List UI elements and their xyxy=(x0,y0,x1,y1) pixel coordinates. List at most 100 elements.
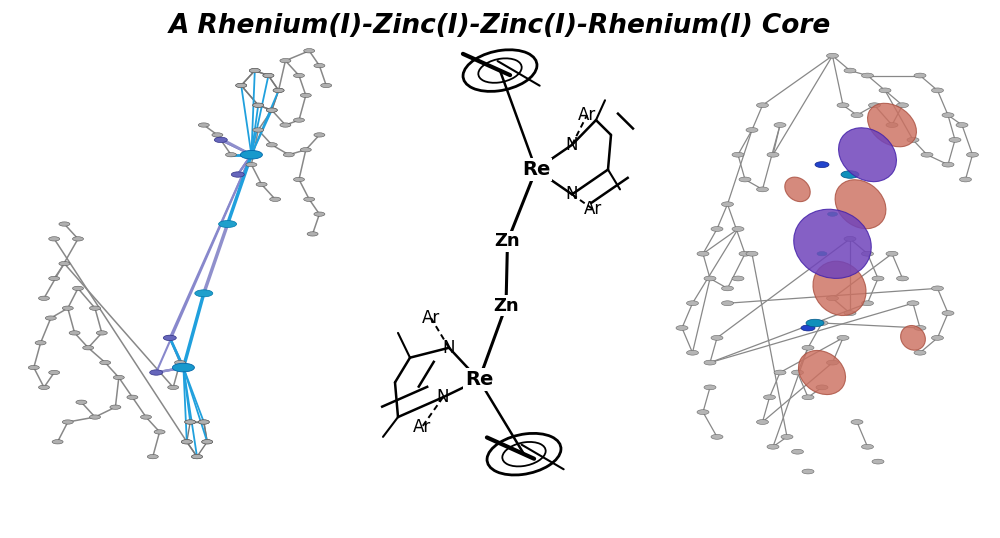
Ellipse shape xyxy=(256,182,267,187)
Ellipse shape xyxy=(844,68,856,73)
Ellipse shape xyxy=(826,53,838,58)
Ellipse shape xyxy=(253,128,264,132)
Ellipse shape xyxy=(49,277,60,281)
Ellipse shape xyxy=(816,321,828,325)
Ellipse shape xyxy=(192,455,202,459)
Ellipse shape xyxy=(236,83,247,88)
Ellipse shape xyxy=(314,133,325,137)
Ellipse shape xyxy=(837,103,849,108)
Ellipse shape xyxy=(697,410,709,414)
Ellipse shape xyxy=(270,197,281,201)
Ellipse shape xyxy=(774,370,786,375)
Ellipse shape xyxy=(704,276,716,281)
Ellipse shape xyxy=(686,301,698,306)
Ellipse shape xyxy=(879,88,891,93)
Ellipse shape xyxy=(704,360,716,365)
Ellipse shape xyxy=(767,152,779,157)
Ellipse shape xyxy=(844,311,856,315)
Ellipse shape xyxy=(307,232,318,236)
Ellipse shape xyxy=(739,177,751,182)
Ellipse shape xyxy=(817,252,827,256)
Ellipse shape xyxy=(914,325,926,330)
Ellipse shape xyxy=(801,325,815,331)
Ellipse shape xyxy=(826,360,838,365)
Ellipse shape xyxy=(956,123,968,128)
Ellipse shape xyxy=(732,152,744,157)
Text: Re: Re xyxy=(522,160,550,179)
Ellipse shape xyxy=(181,440,192,444)
Ellipse shape xyxy=(932,286,944,291)
Ellipse shape xyxy=(127,395,138,399)
Ellipse shape xyxy=(816,385,828,390)
Ellipse shape xyxy=(872,459,884,464)
Ellipse shape xyxy=(266,143,277,147)
Ellipse shape xyxy=(294,73,304,77)
Ellipse shape xyxy=(83,345,94,350)
Ellipse shape xyxy=(150,370,163,375)
Ellipse shape xyxy=(96,331,107,335)
Ellipse shape xyxy=(38,385,50,390)
Ellipse shape xyxy=(314,212,325,216)
Ellipse shape xyxy=(249,68,260,73)
Ellipse shape xyxy=(89,415,100,419)
Ellipse shape xyxy=(69,331,80,335)
Ellipse shape xyxy=(113,376,124,380)
Ellipse shape xyxy=(231,172,244,177)
Ellipse shape xyxy=(861,444,874,449)
Ellipse shape xyxy=(851,113,863,118)
Ellipse shape xyxy=(110,405,121,409)
Ellipse shape xyxy=(942,113,954,118)
Ellipse shape xyxy=(198,123,209,127)
Ellipse shape xyxy=(802,469,814,474)
Ellipse shape xyxy=(38,296,50,300)
Ellipse shape xyxy=(294,178,304,182)
Ellipse shape xyxy=(283,153,294,157)
Ellipse shape xyxy=(907,138,919,142)
Ellipse shape xyxy=(236,83,247,88)
Ellipse shape xyxy=(851,420,863,424)
Text: N: N xyxy=(443,339,455,357)
Ellipse shape xyxy=(949,138,961,142)
Ellipse shape xyxy=(798,350,846,394)
Ellipse shape xyxy=(896,276,908,281)
Ellipse shape xyxy=(676,325,688,330)
Ellipse shape xyxy=(52,440,63,444)
Ellipse shape xyxy=(826,296,838,301)
Ellipse shape xyxy=(886,251,898,256)
Text: A Rhenium(I)-Zinc(I)-Zinc(I)-Rhenium(I) Core: A Rhenium(I)-Zinc(I)-Zinc(I)-Rhenium(I) … xyxy=(169,13,831,39)
Ellipse shape xyxy=(886,123,898,128)
Ellipse shape xyxy=(175,360,186,365)
Ellipse shape xyxy=(711,226,723,231)
Ellipse shape xyxy=(901,325,925,350)
Ellipse shape xyxy=(757,103,768,108)
Ellipse shape xyxy=(746,251,758,256)
Ellipse shape xyxy=(861,301,874,306)
Ellipse shape xyxy=(942,162,954,167)
Ellipse shape xyxy=(697,251,709,256)
Ellipse shape xyxy=(704,385,716,390)
Text: Zn: Zn xyxy=(493,296,519,315)
Ellipse shape xyxy=(195,290,213,297)
Ellipse shape xyxy=(202,440,213,444)
Ellipse shape xyxy=(45,316,56,320)
Ellipse shape xyxy=(198,420,209,424)
Text: Ar: Ar xyxy=(584,200,602,218)
Ellipse shape xyxy=(154,430,165,434)
Ellipse shape xyxy=(62,306,73,310)
Text: N: N xyxy=(437,388,449,406)
Ellipse shape xyxy=(280,59,291,63)
Ellipse shape xyxy=(62,420,73,424)
Ellipse shape xyxy=(868,103,881,108)
Ellipse shape xyxy=(868,103,916,147)
Ellipse shape xyxy=(202,440,213,444)
Ellipse shape xyxy=(263,73,274,77)
Ellipse shape xyxy=(280,123,291,127)
Ellipse shape xyxy=(844,237,856,241)
Ellipse shape xyxy=(711,435,723,439)
Ellipse shape xyxy=(794,209,871,278)
Ellipse shape xyxy=(806,319,824,327)
Ellipse shape xyxy=(802,345,814,350)
Ellipse shape xyxy=(711,336,723,341)
Ellipse shape xyxy=(35,341,46,345)
Ellipse shape xyxy=(815,162,829,168)
